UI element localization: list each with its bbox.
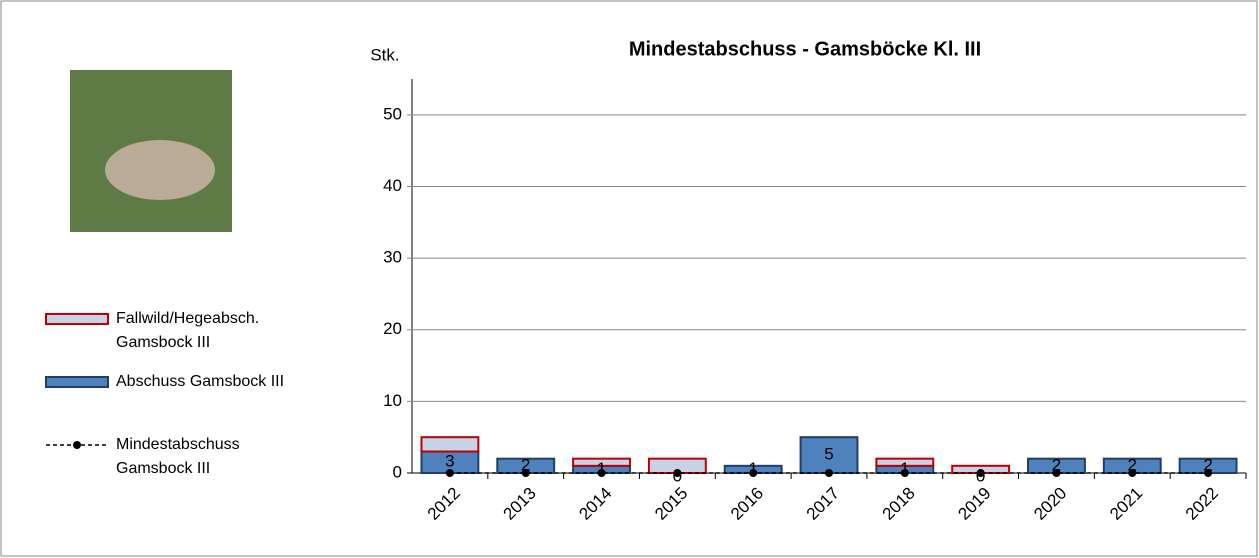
y-axis-label: Stk. xyxy=(370,45,399,64)
x-tick-label: 2018 xyxy=(879,484,919,524)
y-tick-label: 30 xyxy=(383,248,402,267)
x-tick-label: 2019 xyxy=(954,484,994,524)
bar xyxy=(572,457,631,467)
marker xyxy=(673,469,682,477)
x-tick-label: 2022 xyxy=(1182,484,1222,524)
data-label: 2 xyxy=(521,455,530,474)
y-tick-label: 0 xyxy=(393,462,402,481)
data-label: 1 xyxy=(900,459,909,478)
marker xyxy=(1204,469,1213,477)
x-tick-label: 2014 xyxy=(575,484,615,524)
legend-swatch xyxy=(45,376,109,388)
x-tick-label: 2012 xyxy=(424,484,464,524)
bar xyxy=(799,436,859,475)
marker xyxy=(976,469,985,477)
marker xyxy=(1052,469,1061,477)
marker xyxy=(749,469,758,477)
y-tick-label: 50 xyxy=(383,104,402,123)
photo-animal xyxy=(105,140,215,200)
marker xyxy=(445,469,454,477)
legend-marker xyxy=(73,441,81,449)
x-tick-label: 2020 xyxy=(1030,484,1070,524)
bar xyxy=(420,436,480,453)
x-tick-label: 2015 xyxy=(651,484,691,524)
data-label: 1 xyxy=(597,459,606,478)
data-label: 0 xyxy=(976,466,985,485)
marker xyxy=(825,469,833,477)
chart-title: Mindestabschuss - Gamsböcke Kl. III xyxy=(629,38,981,60)
marker xyxy=(1128,469,1137,477)
legend-label: Abschuss Gamsbock III xyxy=(116,373,285,390)
x-tick-label: 2013 xyxy=(500,484,540,524)
marker xyxy=(521,469,530,477)
data-label: 2 xyxy=(1203,455,1212,474)
y-tick-label: 10 xyxy=(383,391,402,410)
x-tick-label: 2021 xyxy=(1106,484,1146,524)
y-tick-label: 40 xyxy=(383,176,402,195)
marker xyxy=(597,469,606,477)
bar xyxy=(875,457,935,467)
data-label: 0 xyxy=(673,466,682,485)
marker xyxy=(900,469,909,477)
legend-swatch xyxy=(45,313,109,325)
data-label: 2 xyxy=(1128,455,1137,474)
x-tick-label: 2017 xyxy=(803,484,843,524)
legend-label: Fallwild/Hegeabsch. Gamsbock III xyxy=(116,310,260,351)
data-label: 5 xyxy=(824,445,833,464)
data-label: 2 xyxy=(1052,455,1061,474)
y-tick-label: 20 xyxy=(383,319,402,338)
data-label: 1 xyxy=(748,459,757,478)
legend-label: Mindestabschuss Gamsbock III xyxy=(116,436,240,477)
x-tick-label: 2016 xyxy=(727,484,767,524)
data-label: 3 xyxy=(445,452,454,471)
